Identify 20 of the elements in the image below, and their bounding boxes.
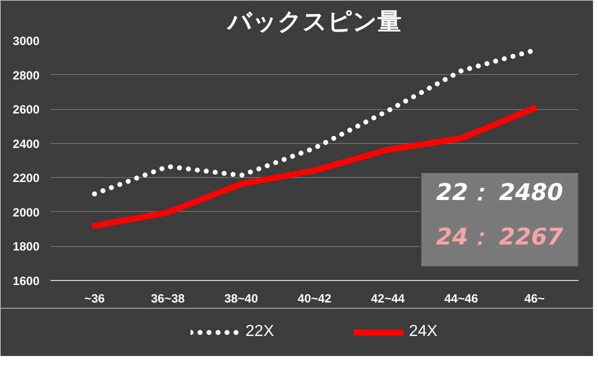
y-tick-label: 2400 (12, 136, 40, 151)
x-tick-label: 36~38 (150, 292, 186, 306)
annotation: 22： 2480 (436, 180, 564, 206)
y-tick-label: 2200 (12, 171, 40, 186)
y-tick-label: 1600 (12, 274, 40, 288)
annotation: 24： 2267 (436, 224, 564, 251)
legend-label: 22X (246, 323, 274, 341)
x-tick-label: ~36 (84, 292, 106, 306)
x-tick-label: 44~46 (444, 292, 478, 306)
x-tick-label: 46~ (524, 292, 545, 306)
y-tick-label: 1800 (12, 240, 40, 254)
chart-title: バックスピン量 (226, 8, 402, 36)
y-tick-label: 2000 (12, 205, 40, 220)
y-tick-label: 2600 (12, 102, 40, 117)
y-tick-label: 2800 (12, 68, 40, 82)
x-tick-label: 40~42 (298, 292, 332, 306)
y-tick-label: 3000 (12, 34, 40, 48)
x-tick-label: 42~44 (370, 292, 406, 306)
legend-label: 24X (409, 323, 438, 341)
x-tick-label: 38~40 (224, 292, 258, 306)
